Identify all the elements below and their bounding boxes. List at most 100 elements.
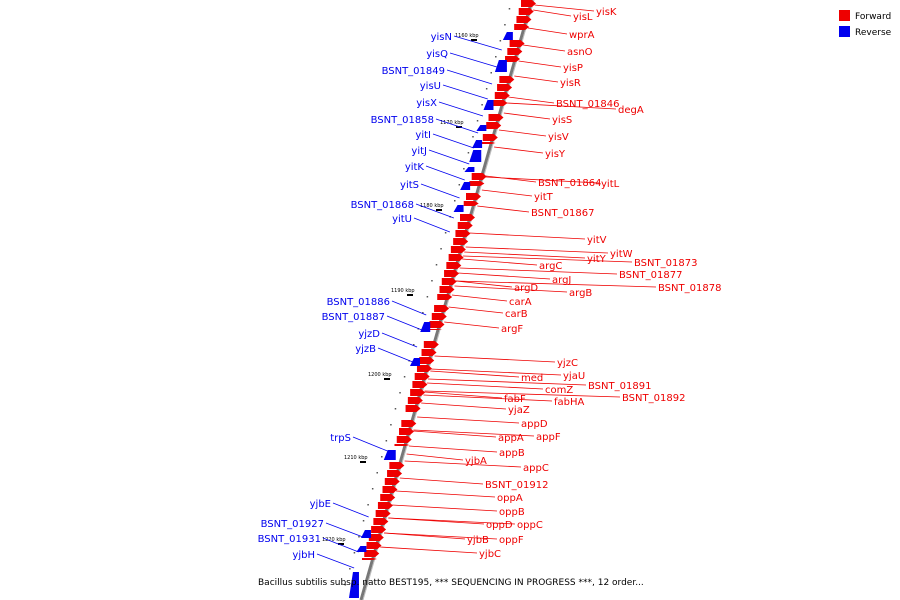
forward-gene-label[interactable]: yjaU xyxy=(563,371,585,382)
reverse-leader-line xyxy=(428,149,470,165)
forward-gene-block xyxy=(434,305,450,312)
forward-gene-block xyxy=(514,24,530,30)
forward-gene-block xyxy=(416,365,432,372)
forward-gene-label[interactable]: yisS xyxy=(552,115,572,126)
forward-gene-block xyxy=(405,405,421,412)
reverse-gene-label[interactable]: BSNT_01858 xyxy=(371,115,434,126)
scale-dot xyxy=(481,104,483,106)
forward-gene-label[interactable]: yitY xyxy=(587,254,607,265)
forward-gene-label[interactable]: argC xyxy=(539,261,562,272)
forward-gene-label[interactable]: yitW xyxy=(610,249,633,260)
forward-gene-label[interactable]: yitL xyxy=(601,179,620,190)
forward-leader-line xyxy=(465,246,609,254)
forward-gene-label[interactable]: yisL xyxy=(573,12,593,23)
reverse-gene-label[interactable]: BSNT_01887 xyxy=(322,312,385,323)
reverse-gene-label[interactable]: yjbH xyxy=(292,550,315,561)
forward-gene-block xyxy=(399,428,415,435)
reverse-gene-label[interactable]: yitS xyxy=(400,180,419,191)
scale-dot xyxy=(426,296,429,298)
reverse-gene-label[interactable]: yitJ xyxy=(411,146,427,157)
forward-gene-label[interactable]: argF xyxy=(501,324,523,335)
axis-ticks: 1160 kbp 1170 kbp 1180 kbp 1190 kbp 1200 kbp… xyxy=(322,33,479,545)
reverse-gene-label[interactable]: BSNT_01927 xyxy=(261,519,324,530)
forward-gene-label[interactable]: carA xyxy=(509,297,532,308)
forward-gene-label[interactable]: appC xyxy=(523,463,549,474)
forward-gene-label[interactable]: BSNT_01873 xyxy=(634,258,697,269)
forward-gene-label[interactable]: yitV xyxy=(587,235,607,246)
forward-leader-line xyxy=(424,391,503,399)
forward-gene-label[interactable]: yisV xyxy=(548,132,569,143)
forward-gene-label[interactable]: yisR xyxy=(560,78,581,89)
forward-gene-label[interactable]: BSNT_01892 xyxy=(622,393,685,404)
forward-gene-label[interactable]: appD xyxy=(521,419,548,430)
forward-gene-label[interactable]: yjbC xyxy=(479,549,501,560)
forward-gene-label[interactable]: yisP xyxy=(563,63,583,74)
forward-gene-label[interactable]: wprA xyxy=(569,30,595,41)
reverse-gene-label[interactable]: BSNT_01868 xyxy=(351,200,414,211)
scale-dot xyxy=(495,56,497,58)
forward-gene-label[interactable]: yjzC xyxy=(557,358,578,369)
forward-gene-label[interactable]: yisY xyxy=(545,149,566,160)
reverse-leader-line xyxy=(352,436,388,452)
forward-gene-block xyxy=(499,76,515,83)
forward-gene-label[interactable]: med xyxy=(521,373,543,384)
forward-gene-label[interactable]: comZ xyxy=(545,385,573,396)
forward-gene-label[interactable]: carB xyxy=(505,309,528,320)
forward-leader-line xyxy=(444,321,500,329)
forward-gene-label[interactable]: BSNT_01877 xyxy=(619,270,682,281)
forward-gene-label[interactable]: argB xyxy=(569,288,592,299)
forward-gene-label[interactable]: yjbB xyxy=(467,535,489,546)
forward-gene-label[interactable]: BSNT_01912 xyxy=(485,480,548,491)
reverse-gene-label[interactable]: yisN xyxy=(431,32,452,43)
forward-gene-label[interactable]: BSNT_01878 xyxy=(658,283,721,294)
reverse-gene-label[interactable]: BSNT_01849 xyxy=(382,66,445,77)
forward-gene-label[interactable]: argD xyxy=(514,283,538,294)
forward-gene-label[interactable]: BSNT_01846 xyxy=(556,99,619,110)
scale-dot xyxy=(349,568,351,570)
reverse-gene-label[interactable]: BSNT_01886 xyxy=(327,297,390,308)
forward-gene-block xyxy=(419,357,435,364)
reverse-gene-label[interactable]: yisQ xyxy=(426,49,448,60)
reverse-gene-label[interactable]: yjzB xyxy=(355,344,376,355)
reverse-gene-label[interactable]: trpS xyxy=(330,433,351,444)
forward-leader-line xyxy=(424,390,621,398)
scale-dot xyxy=(422,312,424,314)
forward-gene-label[interactable]: oppB xyxy=(499,507,525,518)
forward-gene-label[interactable]: fabHA xyxy=(554,397,585,408)
forward-gene-label[interactable]: oppD xyxy=(486,520,513,531)
reverse-gene-label[interactable]: yitI xyxy=(415,130,431,141)
forward-gene-label[interactable]: argJ xyxy=(552,275,571,286)
reverse-gene-label[interactable]: yitK xyxy=(405,162,425,173)
forward-gene-label[interactable]: yisK xyxy=(596,7,617,18)
forward-gene-label[interactable]: BSNT_01867 xyxy=(531,208,594,219)
forward-gene-label[interactable]: degA xyxy=(618,105,644,116)
reverse-gene-label[interactable]: yisU xyxy=(420,81,441,92)
forward-gene-label[interactable]: appF xyxy=(536,432,561,443)
forward-gene-block xyxy=(429,321,445,328)
reverse-leader-line xyxy=(377,347,413,363)
reverse-gene-label[interactable]: yjbE xyxy=(310,499,331,510)
reverse-gene-block xyxy=(502,32,513,40)
scale-dot xyxy=(394,408,397,410)
forward-gene-label[interactable]: oppF xyxy=(499,535,524,546)
forward-gene-label[interactable]: appB xyxy=(499,448,525,459)
reverse-gene-label[interactable]: yjzD xyxy=(358,329,380,340)
forward-gene-label[interactable]: yitT xyxy=(534,192,554,203)
axis-tick-label: 1180 kbp xyxy=(420,203,444,209)
forward-gene-label[interactable]: appA xyxy=(498,433,524,444)
scale-dot xyxy=(508,8,511,10)
forward-gene-label[interactable]: BSNT_01864 xyxy=(538,178,601,189)
forward-gene-label[interactable]: yjbA xyxy=(465,456,487,467)
forward-gene-label[interactable]: asnO xyxy=(567,47,593,58)
forward-gene-label[interactable]: yjaZ xyxy=(508,405,530,416)
reverse-gene-label[interactable]: BSNT_01931 xyxy=(258,534,321,545)
reverse-gene-label[interactable]: yisX xyxy=(416,98,437,109)
forward-gene-label[interactable]: oppA xyxy=(497,493,523,504)
forward-gene-label[interactable]: oppC xyxy=(517,520,543,531)
forward-gene-block xyxy=(482,134,498,141)
forward-gene-label[interactable]: BSNT_01891 xyxy=(588,381,651,392)
reverse-leader-line xyxy=(438,101,484,117)
forward-leader-line xyxy=(427,378,587,386)
forward-leader-line xyxy=(455,280,513,288)
reverse-gene-label[interactable]: yitU xyxy=(392,214,412,225)
